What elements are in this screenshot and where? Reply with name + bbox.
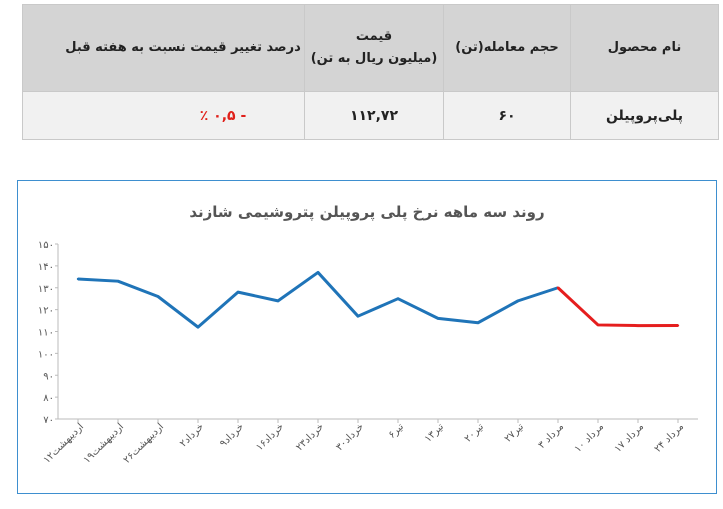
cell-change: - ۰,۵ ٪: [22, 91, 305, 140]
data-point: [76, 277, 80, 281]
data-point: [116, 279, 120, 283]
header-price-unit: (میلیون ریال به تن): [310, 51, 438, 66]
x-tick-label: ۲۳خرداد: [294, 421, 326, 453]
data-point: [356, 314, 360, 318]
x-tick-label: ۲خرداد: [178, 421, 206, 449]
x-tick-label: ۲۴ مرداد: [653, 421, 687, 455]
series-line-main: [77, 270, 559, 329]
x-tick-label: ۱۳تیر: [423, 421, 447, 445]
table-header-row: نام محصول حجم معامله(تن) قیمت (میلیون ری…: [22, 4, 719, 92]
data-point: [636, 324, 640, 327]
x-tick-label: ۶تیر: [387, 421, 407, 441]
x-tick-label: ۱۰ مرداد: [573, 421, 607, 455]
data-point: [676, 324, 680, 327]
cell-volume: ۶۰: [443, 91, 571, 140]
price-trend-chart: روند سه ماهه نرخ پلی پروپیلن پتروشیمی شا…: [38, 203, 698, 466]
chart-title: روند سه ماهه نرخ پلی پروپیلن پتروشیمی شا…: [189, 203, 544, 222]
y-tick-label: ۱۲۰: [38, 306, 54, 317]
data-point: [156, 295, 160, 298]
y-tick-label: ۸۰: [43, 393, 54, 404]
data-point: [276, 299, 280, 303]
header-price-label: قیمت: [355, 29, 393, 44]
x-tick-label: ۳ مرداد: [536, 421, 566, 451]
data-point: [476, 321, 480, 324]
y-tick-label: ۱۰۰: [38, 349, 54, 360]
data-point: [196, 325, 200, 329]
cell-product: پلی‌پروپیلن: [570, 91, 719, 140]
series-lines: [76, 270, 680, 329]
y-tick-label: ۱۳۰: [38, 284, 54, 295]
y-tick-label: ۷۰: [43, 415, 54, 426]
y-axis: ۷۰ ۸۰ ۹۰ ۱۰۰ ۱۱۰ ۱۲۰ ۱۳۰ ۱۴۰ ۱۵۰: [38, 240, 698, 426]
x-tick-label: ۱۲اردیبهشت: [42, 421, 87, 466]
x-tick-label: ۹خرداد: [218, 421, 246, 449]
header-product: نام محصول: [570, 4, 719, 92]
header-price: قیمت (میلیون ریال به تن): [304, 4, 444, 92]
data-point: [316, 271, 320, 274]
cell-price: ۱۱۲,۷۲: [304, 91, 444, 140]
y-tick-label: ۱۴۰: [38, 262, 54, 273]
data-point: [396, 297, 400, 300]
y-tick-label: ۱۵۰: [38, 240, 54, 251]
header-volume: حجم معامله(تن): [443, 4, 571, 92]
x-tick-label: ۲۰تیر: [463, 421, 487, 445]
data-point: [236, 290, 240, 294]
x-tick-label: ۱۶خرداد: [254, 421, 286, 453]
y-tick-label: ۹۰: [43, 371, 54, 382]
x-tick-label: ۱۹اردیبهشت: [82, 421, 127, 466]
data-point: [556, 286, 560, 289]
chart-container: روند سه ماهه نرخ پلی پروپیلن پتروشیمی شا…: [17, 180, 717, 494]
x-tick-label: ۳۰خرداد: [334, 421, 366, 453]
cell-change-value: - ۰,۵ ٪: [199, 107, 247, 124]
table-row: پلی‌پروپیلن ۶۰ ۱۱۲,۷۲ - ۰,۵ ٪: [22, 91, 719, 140]
x-tick-label: ۲۷تیر: [503, 421, 527, 445]
price-table: نام محصول حجم معامله(تن) قیمت (میلیون ری…: [22, 4, 719, 140]
data-point: [436, 317, 440, 320]
y-tick-label: ۱۱۰: [38, 328, 54, 339]
x-tick-label: ۲۶اردیبهشت: [122, 421, 167, 466]
data-point: [596, 323, 600, 327]
x-tick-label: ۱۷ مرداد: [613, 421, 647, 455]
header-change: درصد تغییر قیمت نسبت به هفته قبل: [22, 4, 305, 92]
series-line-recent: [556, 286, 679, 328]
data-point: [516, 299, 520, 303]
